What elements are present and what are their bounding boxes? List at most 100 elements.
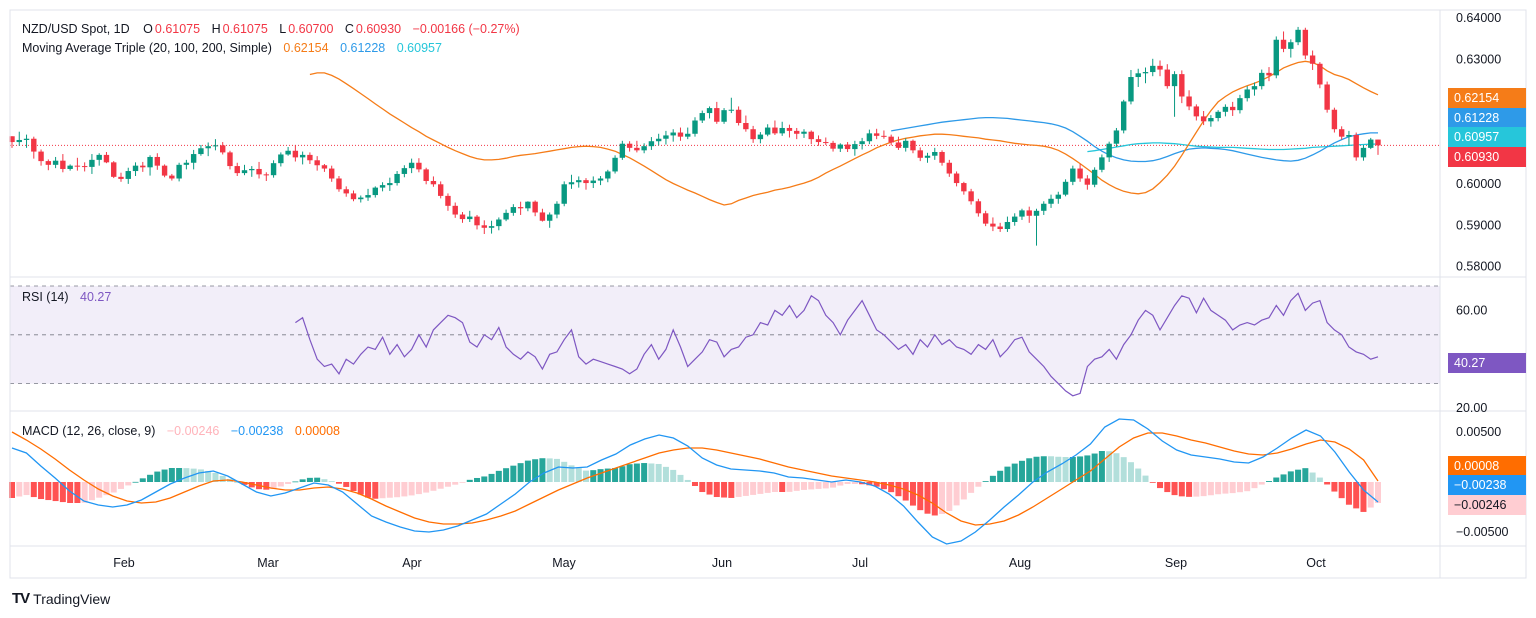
candle-body	[423, 169, 429, 181]
candle-body	[1164, 69, 1170, 87]
candle-body	[619, 143, 626, 158]
macd-histogram-bar	[372, 482, 379, 499]
candle	[408, 158, 415, 174]
candle-body	[1317, 63, 1323, 85]
macd-histogram-bar	[1040, 456, 1047, 482]
candle-body	[205, 146, 211, 149]
candle-body	[503, 212, 509, 220]
candle	[953, 171, 960, 187]
macd-histogram-bar	[1098, 451, 1105, 482]
candle	[358, 195, 364, 203]
candle	[161, 164, 168, 178]
candle-body	[1033, 210, 1040, 216]
candle-body	[583, 180, 589, 184]
open-label: O	[143, 22, 153, 36]
candle	[387, 177, 393, 191]
macd-histogram-bar	[168, 468, 175, 482]
rsi-pane[interactable]	[10, 285, 1440, 397]
macd-histogram-bar	[1244, 482, 1251, 492]
candle-body	[1004, 221, 1011, 230]
macd-histogram-bar	[1113, 453, 1120, 482]
candle-body	[1179, 74, 1185, 97]
candle	[81, 162, 88, 172]
macd-histogram-bar	[1069, 457, 1076, 482]
macd-histogram-bar	[125, 482, 132, 486]
macd-histogram-bar	[1229, 482, 1236, 494]
candle	[982, 210, 989, 227]
candle	[1033, 208, 1040, 246]
candle	[1302, 27, 1309, 60]
candle-body	[525, 201, 531, 209]
candle	[74, 157, 81, 171]
candle	[1055, 191, 1061, 204]
candle	[270, 160, 277, 178]
candle	[1019, 208, 1025, 220]
macd-histogram-bar	[866, 482, 873, 486]
candle-body	[750, 129, 756, 140]
candle	[23, 134, 30, 148]
close-value: 0.60930	[355, 22, 402, 36]
candle-body	[844, 144, 851, 150]
ma100-price-label: 0.61228	[1448, 108, 1526, 128]
candle	[685, 127, 691, 140]
month-tick-label: Mar	[257, 556, 279, 570]
month-tick-label: Apr	[402, 556, 421, 570]
macd-histogram-bar	[1280, 474, 1287, 482]
symbol-title: NZD/USD Spot, 1D	[22, 22, 130, 36]
candle	[794, 127, 800, 140]
rsi-line	[295, 292, 1379, 397]
macd-histogram-bar	[1106, 451, 1113, 482]
macd-histogram-bar	[851, 482, 858, 484]
macd-histogram-bar	[277, 482, 284, 487]
macd-histogram-bar	[815, 482, 822, 489]
candle	[234, 162, 240, 177]
candle	[1331, 107, 1338, 133]
macd-pane[interactable]	[9, 418, 1381, 545]
candle	[1026, 206, 1032, 223]
candle-body	[873, 133, 880, 136]
macd-histogram-bar	[466, 479, 473, 482]
candle-body	[220, 145, 226, 153]
price-pane[interactable]	[9, 26, 1440, 246]
candle	[140, 161, 146, 172]
candle-body	[1273, 39, 1279, 76]
macd-histogram-bar	[263, 482, 270, 490]
candle	[968, 188, 974, 205]
candle-body	[60, 160, 66, 169]
macd-histogram-bar	[1345, 482, 1352, 505]
candle-body	[161, 165, 168, 176]
candle-body	[183, 162, 190, 165]
candle-body	[256, 168, 262, 175]
candle-body	[1208, 118, 1214, 122]
candle-body	[692, 120, 698, 134]
macd-histogram-bar	[808, 482, 815, 490]
macd-histogram-bar	[401, 482, 408, 497]
macd-histogram-bar	[197, 469, 204, 482]
macd-histogram-bar	[641, 463, 648, 482]
candle	[1324, 81, 1330, 113]
candle	[205, 142, 211, 157]
candle	[830, 140, 836, 152]
macd-signal-value: 0.00008	[294, 424, 340, 438]
macd-histogram-bar	[561, 461, 568, 482]
candle-body	[38, 151, 44, 162]
macd-histogram-bar	[299, 479, 306, 482]
macd-histogram-bar	[837, 482, 844, 486]
macd-histogram-bar	[103, 482, 110, 496]
price-tick-label: 0.63000	[1456, 53, 1501, 67]
month-tick-label: Feb	[113, 556, 135, 570]
candle-body	[459, 214, 466, 220]
macd-histogram-bar	[1178, 482, 1185, 497]
macd-histogram-bar	[844, 482, 851, 484]
candle-body	[910, 140, 916, 151]
ma200-value: 0.60957	[396, 41, 442, 55]
candle-body	[786, 127, 793, 131]
macd-histogram-bar	[946, 482, 953, 511]
macd-histogram-bar	[9, 482, 15, 498]
macd-histogram-bar	[612, 468, 619, 482]
candle	[1266, 67, 1272, 82]
candle	[278, 152, 284, 167]
macd-histogram-bar	[1207, 482, 1214, 496]
candle-body	[721, 110, 727, 122]
